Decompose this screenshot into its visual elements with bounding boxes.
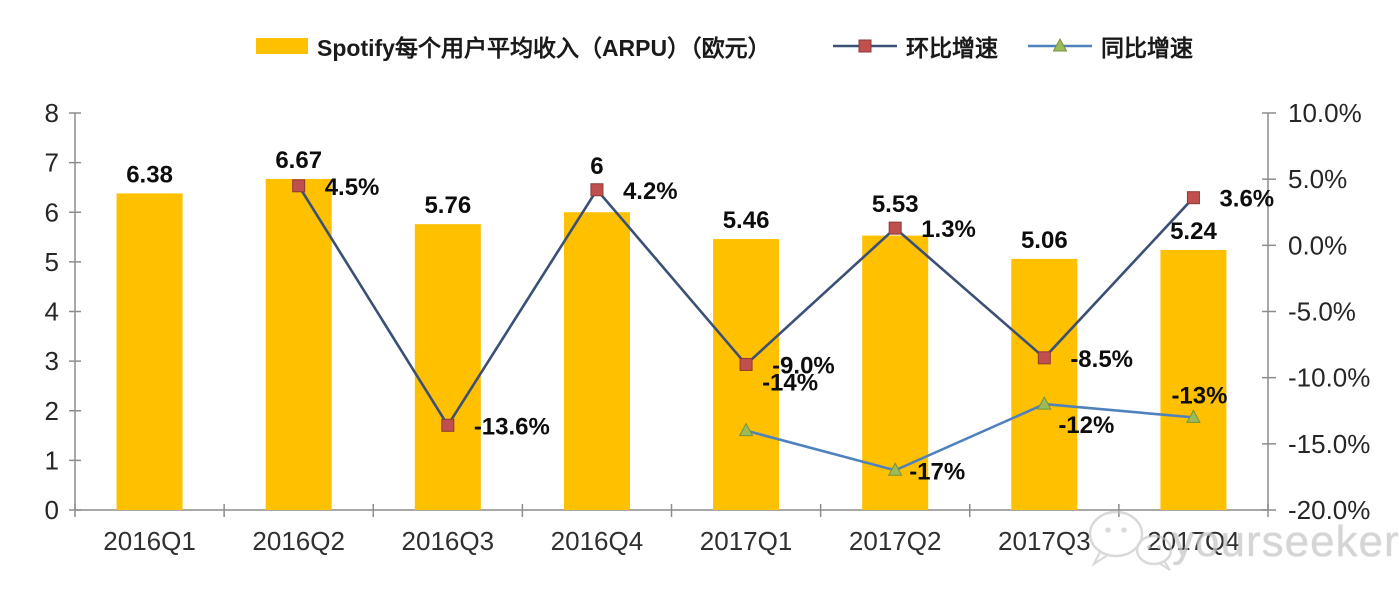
svg-text:0: 0 (45, 495, 59, 525)
svg-text:-13%: -13% (1171, 382, 1227, 409)
svg-text:6: 6 (590, 153, 603, 180)
svg-text:2017Q1: 2017Q1 (700, 526, 793, 556)
svg-text:-20.0%: -20.0% (1288, 495, 1370, 525)
svg-text:2016Q3: 2016Q3 (402, 526, 495, 556)
svg-text:2016Q4: 2016Q4 (551, 526, 644, 556)
svg-text:1.3%: 1.3% (921, 216, 976, 243)
svg-text:0.0%: 0.0% (1288, 230, 1347, 260)
svg-text:5.24: 5.24 (1170, 218, 1217, 245)
arpu-bar-swatch-icon (256, 38, 308, 54)
qoq-line-marker-icon (833, 36, 897, 56)
svg-text:-17%: -17% (909, 458, 965, 485)
svg-text:-8.5%: -8.5% (1070, 346, 1133, 373)
svg-text:4.5%: 4.5% (325, 174, 380, 201)
svg-text:6: 6 (45, 197, 59, 227)
svg-text:10.0%: 10.0% (1288, 98, 1362, 128)
legend-item-arpu: Spotify每个用户平均收入（ARPU）（欧元） (256, 32, 771, 61)
legend-label-yoy: 同比增速 (1101, 35, 1193, 61)
svg-text:8: 8 (45, 98, 59, 128)
svg-text:5.76: 5.76 (424, 192, 471, 219)
svg-text:5.53: 5.53 (872, 191, 919, 218)
svg-text:2: 2 (45, 396, 59, 426)
svg-text:5.06: 5.06 (1021, 227, 1068, 254)
svg-text:-12%: -12% (1058, 412, 1114, 439)
legend-label-arpu: Spotify每个用户平均收入（ARPU）（欧元） (317, 35, 771, 61)
svg-text:5.0%: 5.0% (1288, 164, 1347, 194)
svg-text:3.6%: 3.6% (1219, 186, 1274, 213)
svg-text:2017Q4: 2017Q4 (1147, 526, 1240, 556)
svg-text:2016Q1: 2016Q1 (103, 526, 196, 556)
legend-item-yoy: 同比增速 (1028, 32, 1193, 61)
svg-text:6.67: 6.67 (275, 147, 322, 174)
svg-text:7: 7 (45, 148, 59, 178)
svg-text:-9.0%: -9.0% (772, 352, 835, 379)
svg-text:6.38: 6.38 (126, 161, 173, 188)
svg-text:4.2%: 4.2% (623, 178, 678, 205)
yoy-line-marker-icon (1028, 36, 1092, 56)
svg-text:5: 5 (45, 247, 59, 277)
svg-text:-14%: -14% (762, 370, 818, 397)
svg-text:-10.0%: -10.0% (1288, 363, 1370, 393)
svg-text:-5.0%: -5.0% (1288, 297, 1356, 327)
svg-text:2016Q2: 2016Q2 (252, 526, 345, 556)
svg-text:2017Q3: 2017Q3 (998, 526, 1091, 556)
svg-text:3: 3 (45, 346, 59, 376)
svg-text:-15.0%: -15.0% (1288, 429, 1370, 459)
svg-text:-13.6%: -13.6% (474, 413, 550, 440)
legend-label-qoq: 环比增速 (906, 35, 998, 61)
svg-text:1: 1 (45, 445, 59, 475)
svg-text:5.46: 5.46 (723, 207, 770, 234)
legend-item-qoq: 环比增速 (833, 32, 998, 61)
svg-text:4: 4 (45, 297, 59, 327)
svg-text:2017Q2: 2017Q2 (849, 526, 942, 556)
